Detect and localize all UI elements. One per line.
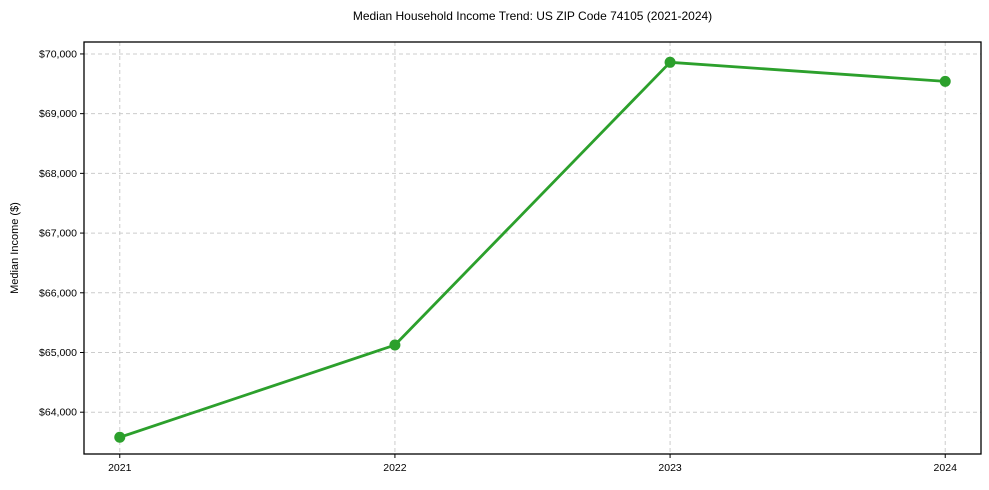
x-tick-label: 2024 bbox=[934, 462, 958, 474]
x-tick-label: 2021 bbox=[108, 462, 132, 474]
x-tick-label: 2023 bbox=[658, 462, 682, 474]
x-tick-label: 2022 bbox=[383, 462, 407, 474]
y-tick-label: $69,000 bbox=[39, 108, 77, 120]
y-tick-label: $66,000 bbox=[39, 287, 77, 299]
data-point bbox=[389, 339, 401, 351]
y-tick-label: $67,000 bbox=[39, 228, 77, 240]
y-tick-label: $68,000 bbox=[39, 168, 77, 180]
data-point bbox=[114, 431, 126, 443]
chart-title: Median Household Income Trend: US ZIP Co… bbox=[352, 9, 713, 23]
data-point bbox=[939, 75, 951, 87]
series-line bbox=[118, 60, 947, 439]
y-tick-label: $64,000 bbox=[39, 407, 77, 419]
y-tick-label: $65,000 bbox=[39, 347, 77, 359]
plot-border bbox=[83, 41, 982, 455]
y-tick-label: $70,000 bbox=[39, 48, 77, 60]
data-point bbox=[664, 56, 676, 68]
